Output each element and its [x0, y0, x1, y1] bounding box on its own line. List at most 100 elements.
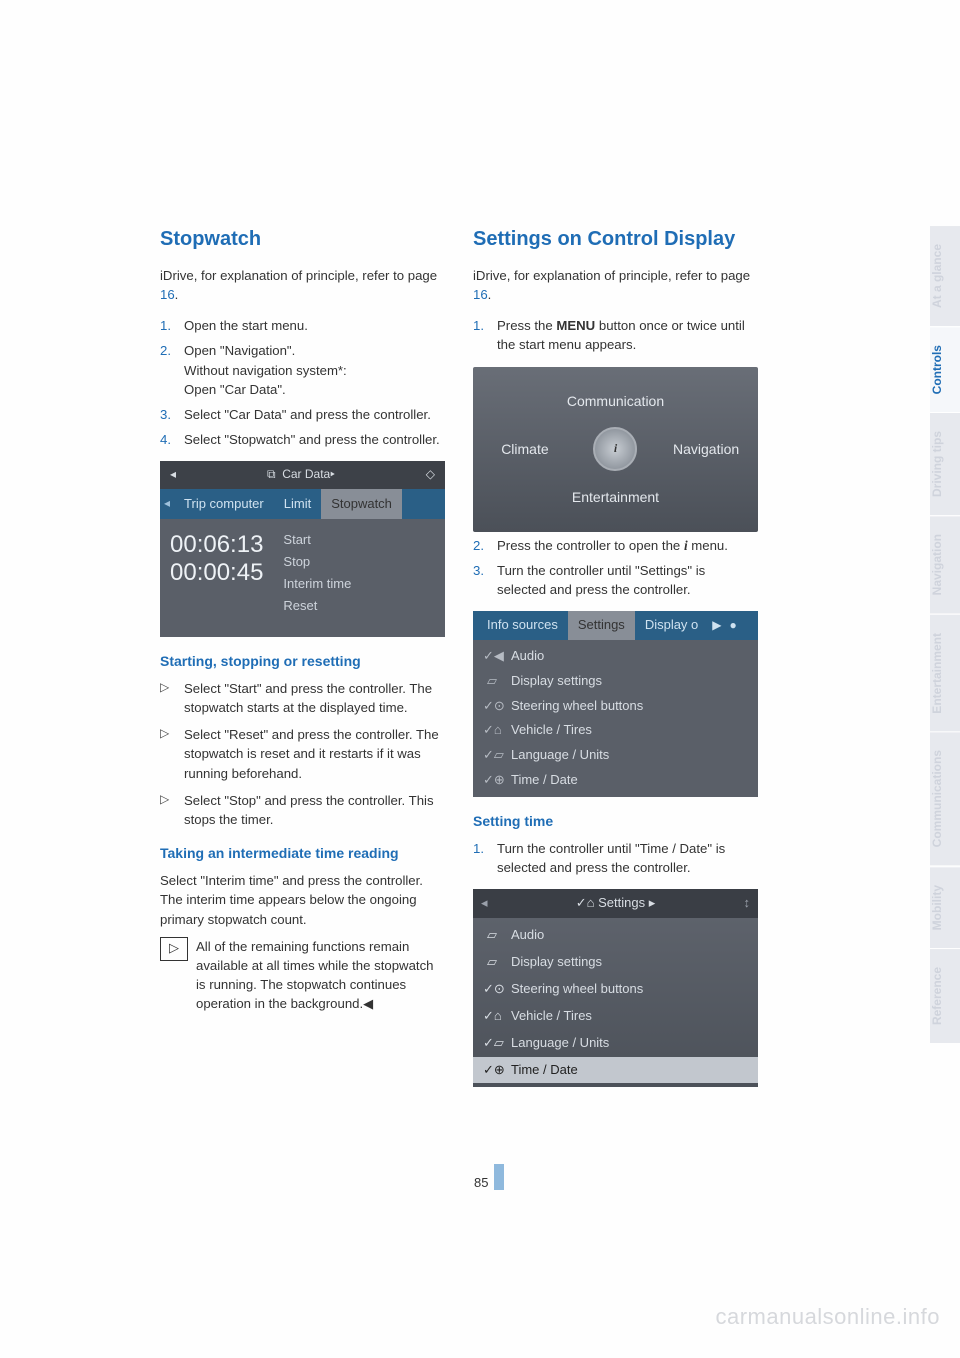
- step-2: 2. Press the controller to open the i me…: [473, 536, 758, 555]
- page-number-bar: [494, 1164, 504, 1190]
- cardata-title: Car Data: [282, 467, 330, 481]
- item-icon: ✓◀: [483, 647, 501, 666]
- step-text: Open the start menu.: [184, 318, 308, 333]
- step-3: 3.Turn the controller until "Settings" i…: [473, 561, 758, 599]
- item-icon: ✓▱: [483, 1034, 501, 1053]
- intro-period: .: [488, 287, 492, 302]
- stopwatch-steps: 1.Open the start menu. 2.Open "Navigatio…: [160, 316, 445, 449]
- intermediate-heading: Taking an intermediate time reading: [160, 843, 445, 863]
- settings-title-icon: ✓⌂: [576, 895, 595, 910]
- step-1: 1.Turn the controller until "Time / Date…: [473, 839, 758, 877]
- side-tab-controls[interactable]: Controls: [930, 326, 960, 412]
- menu-entertainment: Entertainment: [572, 487, 659, 507]
- side-tabs: At a glanceControlsDriving tipsNavigatio…: [930, 225, 960, 1358]
- tab-arrow-icon: ◂: [160, 489, 174, 520]
- settings-item: ✓⊕Time / Date: [473, 1057, 758, 1084]
- bullet-stop: Select "Stop" and press the controller. …: [160, 791, 445, 829]
- step-text: Open "Navigation". Without navigation sy…: [184, 343, 347, 396]
- item-label: Time / Date: [511, 771, 578, 790]
- settings-item: ▱Display settings: [473, 949, 758, 976]
- page-ref: 16: [160, 287, 175, 302]
- bullet-start: Select "Start" and press the controller.…: [160, 679, 445, 717]
- side-tab-at-a-glance[interactable]: At a glance: [930, 225, 960, 326]
- step-text: Select "Stopwatch" and press the control…: [184, 432, 440, 447]
- stopwatch-heading: Stopwatch: [160, 225, 445, 254]
- settings-steps-2: 2. Press the controller to open the i me…: [473, 536, 758, 599]
- side-tab-communications[interactable]: Communications: [930, 731, 960, 865]
- item-label: Steering wheel buttons: [511, 697, 643, 716]
- page-number-block: 85: [474, 1164, 504, 1190]
- item-icon: ✓⊕: [483, 771, 501, 790]
- settings-item: ✓▱ Language / Units: [473, 1030, 758, 1057]
- step-1: 1.Open the start menu.: [160, 316, 445, 335]
- scroll-icon: ↕: [736, 894, 759, 913]
- chev-left-icon: ◂: [473, 894, 496, 913]
- step-2: 2.Open "Navigation". Without navigation …: [160, 341, 445, 398]
- note-text: All of the remaining functions remain av…: [196, 937, 445, 1014]
- tab-display: Display o: [635, 611, 708, 640]
- step-text-c: menu.: [688, 538, 728, 553]
- item-label: Language / Units: [511, 1034, 609, 1053]
- chev-right-icon: ▸: [649, 895, 656, 910]
- play-icon: ▶: [708, 617, 725, 634]
- settings-item: ✓⊕ Time / Date: [473, 768, 758, 793]
- time-primary: 00:06:13: [170, 531, 263, 559]
- item-icon: ▱: [483, 953, 501, 972]
- side-tab-navigation[interactable]: Navigation: [930, 515, 960, 613]
- bullet-reset: Select "Reset" and press the controller.…: [160, 725, 445, 782]
- arrow-left-icon: ◂: [170, 466, 176, 483]
- step-text: Turn the controller until "Time / Date" …: [497, 841, 725, 875]
- menu-communication: Communication: [567, 391, 664, 411]
- page-number: 85: [474, 1175, 488, 1190]
- arrow-right-icon: ▸: [330, 467, 335, 481]
- item-icon: ✓⌂: [483, 721, 501, 740]
- settings-item: ▱ Display settings: [473, 669, 758, 694]
- settings-item: ✓⌂ Vehicle / Tires: [473, 1003, 758, 1030]
- menu-stop: Stop: [283, 553, 351, 572]
- settings-tabs-screenshot: Info sources Settings Display o ▶ ● ✓◀Au…: [473, 611, 758, 797]
- settings-title: Settings: [598, 895, 645, 910]
- starting-heading: Starting, stopping or resetting: [160, 651, 445, 671]
- side-tab-reference[interactable]: Reference: [930, 948, 960, 1043]
- settings-item: ✓⊙ Steering wheel buttons: [473, 976, 758, 1003]
- item-label: Audio: [511, 647, 544, 666]
- item-label: Vehicle / Tires: [511, 1007, 592, 1026]
- intro-text: iDrive, for explanation of principle, re…: [473, 268, 750, 283]
- side-tab-mobility[interactable]: Mobility: [930, 866, 960, 948]
- item-icon: ✓⊙: [483, 697, 501, 716]
- time-interim: 00:00:45: [170, 559, 263, 587]
- stopwatch-screenshot: ◂ ⧉ Car Data▸ ◇ ◂ Trip computer Limit St…: [160, 461, 445, 637]
- dot-icon: ●: [726, 617, 741, 634]
- item-icon: ▱: [483, 926, 501, 945]
- item-icon: ▱: [483, 672, 501, 691]
- side-tab-driving-tips[interactable]: Driving tips: [930, 412, 960, 515]
- item-icon: ✓⌂: [483, 1007, 501, 1026]
- item-icon: ✓⊙: [483, 980, 501, 999]
- item-label: Display settings: [511, 672, 602, 691]
- starting-bullets: Select "Start" and press the controller.…: [160, 679, 445, 829]
- right-column: Settings on Control Display iDrive, for …: [473, 225, 758, 1358]
- settings-item: ✓⊙ Steering wheel buttons: [473, 694, 758, 719]
- tab-settings: Settings: [568, 611, 635, 640]
- step-text: Select "Car Data" and press the controll…: [184, 407, 431, 422]
- idrive-menu-screenshot: Communication Climate i Navigation Enter…: [473, 367, 758, 532]
- step-text-a: Press the controller to open the: [497, 538, 684, 553]
- item-icon: ✓▱: [483, 746, 501, 765]
- tab-stopwatch: Stopwatch: [321, 489, 402, 520]
- tab-trip-computer: Trip computer: [174, 489, 274, 520]
- menu-climate: Climate: [501, 439, 548, 459]
- settings-steps-1: 1. Press the MENU button once or twice u…: [473, 316, 758, 354]
- item-label: Steering wheel buttons: [511, 980, 643, 999]
- menu-reset: Reset: [283, 597, 351, 616]
- setting-time-steps: 1.Turn the controller until "Time / Date…: [473, 839, 758, 877]
- item-label: Audio: [511, 926, 544, 945]
- note-icon: ▷: [160, 937, 188, 961]
- settings-item: ✓◀ Audio: [473, 644, 758, 669]
- side-tab-entertainment[interactable]: Entertainment: [930, 614, 960, 732]
- note-block: ▷ All of the remaining functions remain …: [160, 937, 445, 1014]
- settings-intro: iDrive, for explanation of principle, re…: [473, 266, 758, 304]
- item-label: Language / Units: [511, 746, 609, 765]
- item-label: Time / Date: [511, 1061, 578, 1080]
- step-3: 3.Select "Car Data" and press the contro…: [160, 405, 445, 424]
- step-text: Turn the controller until "Settings" is …: [497, 563, 705, 597]
